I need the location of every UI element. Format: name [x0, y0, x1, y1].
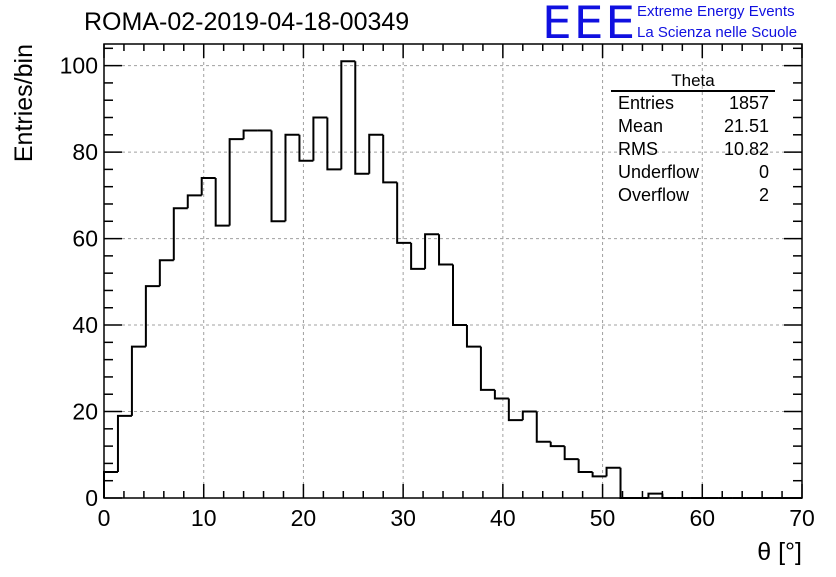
- histogram-bin: [549, 441, 565, 448]
- x-tick-label: 20: [291, 505, 317, 531]
- x-tick-label: 30: [390, 505, 416, 531]
- stats-label: Overflow: [618, 185, 690, 205]
- stats-row-overflow: Overflow 2: [611, 184, 775, 207]
- histogram-bin: [591, 472, 607, 478]
- histogram-bin: [577, 459, 593, 474]
- stats-value: 1857: [728, 93, 769, 113]
- x-tick-label: 70: [789, 505, 815, 531]
- y-tick-label: 0: [85, 485, 98, 511]
- histogram-bin: [563, 446, 579, 461]
- histogram-bin: [479, 346, 495, 391]
- stats-label: Mean: [618, 116, 664, 136]
- chart-title: ROMA-02-2019-04-18-00349: [84, 8, 410, 36]
- stats-value: 0: [758, 162, 769, 182]
- histogram-bin: [200, 177, 216, 196]
- histogram-bin: [521, 410, 537, 421]
- histogram-bin: [396, 182, 412, 244]
- stats-value: 2: [758, 185, 769, 205]
- histogram-bin: [214, 178, 230, 227]
- y-tick-label: 100: [60, 53, 98, 79]
- histogram-bin: [465, 325, 481, 348]
- stats-label: Entries: [618, 93, 675, 113]
- histogram-bin: [284, 133, 300, 222]
- x-tick-label: 10: [191, 505, 217, 531]
- histogram-bin: [326, 117, 342, 171]
- histogram-bin: [354, 61, 370, 175]
- y-tick-label: 80: [72, 139, 98, 165]
- x-tick-label: 40: [490, 505, 516, 531]
- y-tick-label: 20: [72, 399, 98, 425]
- histogram-bin: [130, 345, 146, 416]
- histogram-bin: [242, 129, 258, 140]
- y-axis-label: Entries/bin: [10, 44, 38, 162]
- stats-row-rms: RMS 10.82: [611, 138, 775, 161]
- plot-frame: [103, 43, 803, 499]
- stats-value: 10.82: [723, 139, 769, 159]
- histogram-bin: [186, 194, 202, 209]
- stats-label: Underflow: [618, 162, 700, 182]
- histogram-bin: [158, 259, 174, 287]
- histogram-bin: [340, 60, 356, 170]
- histogram-bin: [270, 130, 286, 223]
- histogram-bin: [172, 207, 188, 261]
- x-axis-label: θ [°]: [757, 538, 802, 566]
- histogram-bin: [103, 471, 118, 498]
- x-tick-label: 60: [689, 505, 715, 531]
- histogram-bin: [507, 398, 523, 422]
- histogram-bin: [116, 414, 132, 473]
- stats-label: RMS: [618, 139, 658, 159]
- eee-logo: EEE: [542, 0, 638, 50]
- stats-row-underflow: Underflow 0: [611, 161, 775, 184]
- histogram-bin: [605, 466, 621, 477]
- logo-subtitle-2: La Scienza nelle Scuole: [637, 24, 798, 41]
- histogram-bin: [368, 133, 384, 174]
- histogram-bin: [452, 264, 467, 327]
- stats-row-entries: Entries 1857: [611, 92, 775, 115]
- histogram-bin: [424, 233, 440, 269]
- histogram-bin: [228, 138, 244, 226]
- stats-row-mean: Mean 21.51: [611, 115, 775, 138]
- stats-title: Theta: [611, 72, 775, 92]
- histogram-bin: [647, 492, 663, 498]
- histogram-bin: [493, 389, 509, 400]
- y-tick-label: 40: [72, 312, 98, 338]
- histogram-bin: [382, 134, 398, 184]
- logo-subtitle-1: Extreme Energy Events: [637, 3, 795, 20]
- stats-value: 21.51: [723, 116, 769, 136]
- histogram-bin: [535, 411, 551, 443]
- stats-box: Theta Entries 1857 Mean 21.51 RMS 10.82 …: [611, 72, 775, 207]
- histogram-bin: [312, 116, 328, 161]
- histogram-bin: [144, 285, 160, 347]
- histogram-bin: [410, 242, 426, 270]
- x-tick-label: 50: [590, 505, 616, 531]
- x-tick-label: 0: [98, 505, 111, 531]
- y-tick-label: 60: [72, 226, 98, 252]
- histogram-bin: [438, 234, 453, 266]
- histogram-bin: [298, 134, 314, 162]
